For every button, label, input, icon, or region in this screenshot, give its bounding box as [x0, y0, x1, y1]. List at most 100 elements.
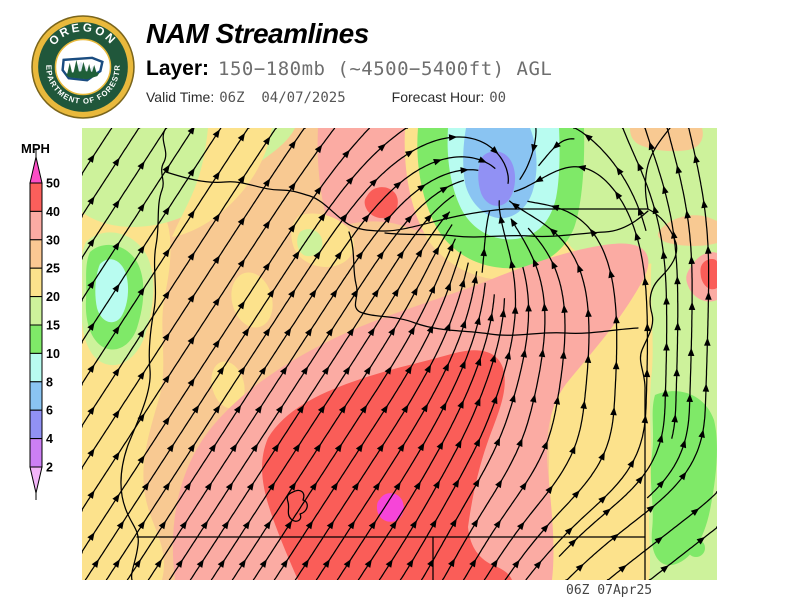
page-title: NAM Streamlines: [146, 18, 369, 49]
streamline: [519, 128, 537, 181]
streamline-arrowhead: [693, 154, 700, 164]
streamline-arrowhead: [309, 481, 318, 491]
streamline-arrowhead: [212, 129, 220, 139]
streamline-arrowhead: [292, 443, 301, 453]
logo-forest-scene: [61, 56, 104, 82]
streamline-arrowhead: [87, 280, 95, 289]
streamline-arrowhead: [690, 508, 700, 516]
mid-boundary-2: [348, 231, 639, 336]
streamline: [558, 128, 668, 558]
streamline-arrowhead: [237, 258, 245, 268]
streamline-arrowhead: [637, 162, 644, 172]
streamline-arrowhead: [459, 360, 466, 369]
streamline-arrowhead: [509, 259, 516, 269]
streamline-arrowhead: [504, 351, 511, 360]
legend-segment: [29, 182, 43, 212]
streamline-arrowhead: [643, 368, 651, 378]
streamline-arrowhead: [393, 481, 401, 491]
streamline-arrowhead: [498, 215, 506, 224]
streamline-arrowhead: [342, 366, 351, 375]
streamline-arrowhead: [187, 167, 195, 177]
streamline-arrowhead: [519, 481, 527, 491]
streamline-arrowhead: [262, 178, 271, 188]
streamline: [82, 128, 222, 344]
streamline-arrowhead: [317, 404, 326, 414]
legend-tick-label: 4: [46, 432, 53, 446]
streamline-arrowhead: [580, 400, 587, 409]
streamline-arrowhead: [254, 404, 263, 414]
streamline-arrowhead: [678, 471, 687, 481]
streamline-arrowhead: [409, 519, 418, 529]
streamline-arrowhead: [490, 559, 498, 568]
streamline-arrowhead: [200, 520, 208, 530]
magenta-spot: [377, 493, 404, 522]
streamline-arrowhead: [364, 559, 372, 568]
streamline-arrowhead: [288, 481, 297, 491]
streamline-arrowhead: [137, 203, 145, 212]
streamline-arrowhead: [187, 443, 196, 453]
streamline-arrowhead: [424, 364, 432, 374]
streamline-arrowhead: [288, 140, 296, 149]
streamline-arrowhead: [598, 495, 607, 504]
streamline-arrowhead: [196, 559, 204, 568]
streamline-arrowhead: [660, 565, 669, 573]
streamline-arrowhead: [221, 520, 229, 530]
streamline-arrowhead: [511, 305, 519, 314]
streamline-arrowhead: [534, 175, 544, 183]
streamline-arrowhead: [325, 327, 334, 337]
streamline-arrowhead: [674, 322, 681, 331]
streamline-arrowhead: [112, 559, 120, 568]
streamline-arrowhead: [237, 366, 246, 375]
streamline-arrowhead: [696, 536, 706, 545]
streamline-arrowhead: [686, 393, 693, 403]
streamline-arrowhead: [162, 164, 170, 174]
streamline-arrowhead: [662, 388, 669, 397]
streamline-arrowhead: [371, 288, 379, 298]
streamline-arrowhead: [112, 493, 120, 503]
mid-boundary-1: [384, 210, 649, 238]
streamline-arrowhead: [520, 349, 527, 358]
wind-region: [297, 229, 323, 257]
streamline-arrowhead: [499, 308, 507, 318]
streamline-arrowhead: [612, 360, 620, 370]
streamline-arrowhead: [338, 404, 347, 414]
streamline-arrowhead: [704, 245, 712, 254]
streamline-arrowhead: [529, 393, 537, 403]
streamline-arrowhead: [663, 342, 670, 351]
legend-tick-label: 30: [46, 233, 60, 247]
streamline-arrowhead: [330, 481, 339, 491]
streamline-arrowhead: [660, 250, 668, 259]
streamline-arrowhead: [389, 520, 397, 530]
streamline-arrowhead: [363, 366, 372, 375]
streamline-arrowhead: [318, 212, 326, 222]
streamline-arrowhead: [613, 315, 620, 324]
streamline: [147, 169, 479, 580]
streamline-arrowhead: [229, 443, 238, 453]
streamline-arrowhead: [351, 481, 360, 491]
legend-segment: [29, 409, 43, 440]
streamline-arrowhead: [552, 141, 561, 150]
streamline-arrowhead: [183, 481, 192, 491]
legend-segment: [29, 324, 43, 354]
streamline-arrowhead: [87, 238, 95, 247]
streamline-arrowhead: [187, 251, 195, 261]
streamline-arrowhead: [262, 220, 271, 229]
streamline-arrowhead: [301, 559, 309, 568]
streamline-arrowhead: [493, 437, 501, 447]
valid-time-value: 06Z 04/07/2025: [219, 90, 346, 106]
streamline-arrowhead: [510, 218, 518, 227]
streamline-arrowhead: [314, 144, 323, 154]
streamline-arrowhead: [540, 524, 549, 533]
streamline-arrowhead: [393, 181, 402, 190]
streamline-arrowhead: [473, 438, 481, 447]
streamline-arrowhead: [242, 327, 250, 337]
streamline-arrowhead: [553, 396, 561, 405]
streamline-arrowhead: [367, 327, 375, 337]
legend-tick-label: 8: [46, 375, 53, 389]
streamline-arrowhead: [284, 520, 292, 530]
streamline-arrowhead: [417, 184, 426, 192]
streamline-arrowhead: [471, 274, 478, 284]
streamline-arrowhead: [511, 202, 520, 210]
legend-tick-label: 40: [46, 205, 60, 219]
